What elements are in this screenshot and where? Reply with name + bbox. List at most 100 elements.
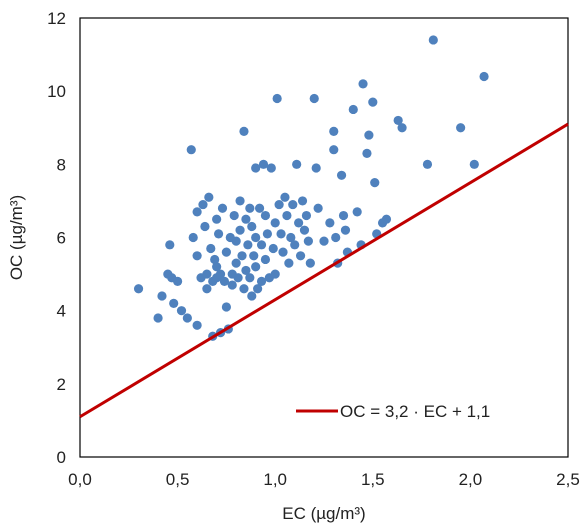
data-point bbox=[266, 163, 276, 173]
y-axis-ticks: 0 2 4 6 8 10 12 bbox=[47, 9, 66, 467]
data-point bbox=[288, 199, 298, 210]
x-tick-label: 2,5 bbox=[556, 470, 580, 489]
data-point bbox=[469, 159, 479, 169]
data-point bbox=[276, 229, 286, 239]
x-tick-label: 0,0 bbox=[68, 470, 92, 489]
data-point bbox=[212, 262, 222, 272]
data-point bbox=[235, 225, 245, 235]
data-point bbox=[229, 210, 239, 221]
data-point bbox=[301, 210, 312, 221]
data-point bbox=[233, 273, 243, 283]
data-point bbox=[192, 320, 202, 330]
x-axis-ticks: 0,0 0,5 1,0 1,5 2,0 2,5 bbox=[68, 470, 580, 489]
x-tick-label: 1,0 bbox=[263, 470, 287, 489]
data-point bbox=[247, 291, 257, 301]
data-point bbox=[294, 218, 304, 228]
data-point bbox=[176, 306, 187, 316]
data-point bbox=[358, 79, 368, 89]
data-point bbox=[479, 71, 489, 82]
data-point bbox=[329, 145, 339, 155]
data-point bbox=[325, 218, 335, 228]
y-tick-label: 6 bbox=[57, 229, 66, 248]
data-point bbox=[235, 196, 245, 206]
data-point bbox=[202, 269, 212, 279]
data-point bbox=[213, 229, 224, 239]
data-point bbox=[336, 170, 347, 180]
data-point bbox=[251, 163, 261, 173]
y-tick-label: 2 bbox=[57, 375, 66, 394]
data-point bbox=[237, 251, 247, 261]
data-point bbox=[212, 214, 222, 224]
y-tick-label: 12 bbox=[47, 9, 66, 28]
data-point bbox=[262, 229, 272, 239]
data-point bbox=[274, 199, 284, 210]
data-point bbox=[290, 240, 300, 250]
y-tick-label: 4 bbox=[57, 302, 66, 321]
data-point bbox=[280, 192, 290, 202]
data-point bbox=[169, 298, 179, 308]
data-point bbox=[200, 221, 210, 232]
data-point bbox=[182, 313, 192, 323]
data-point bbox=[245, 203, 255, 213]
data-point bbox=[456, 123, 466, 133]
data-point bbox=[338, 210, 349, 221]
data-point bbox=[278, 247, 288, 257]
data-point bbox=[305, 258, 315, 268]
data-point bbox=[254, 203, 265, 213]
data-point bbox=[340, 225, 351, 235]
data-point bbox=[133, 284, 144, 294]
regression-line bbox=[79, 122, 569, 419]
data-point bbox=[282, 210, 292, 221]
data-point bbox=[243, 240, 253, 250]
data-point bbox=[215, 269, 226, 279]
data-point bbox=[422, 159, 433, 169]
y-tick-label: 10 bbox=[47, 82, 66, 101]
data-point bbox=[428, 35, 438, 45]
data-point bbox=[188, 232, 198, 243]
data-point bbox=[231, 236, 241, 246]
plot-area-frame bbox=[79, 17, 569, 458]
data-point bbox=[270, 269, 280, 279]
data-point bbox=[352, 207, 362, 217]
y-tick-label: 8 bbox=[57, 155, 66, 174]
data-point bbox=[311, 163, 321, 173]
data-point bbox=[329, 126, 339, 137]
data-point bbox=[221, 302, 231, 312]
data-point bbox=[368, 97, 378, 107]
data-point bbox=[219, 276, 230, 286]
data-point bbox=[192, 207, 202, 217]
data-point bbox=[204, 192, 214, 202]
data-point bbox=[210, 254, 220, 265]
data-point bbox=[256, 240, 267, 250]
data-point bbox=[253, 284, 263, 294]
data-point bbox=[364, 130, 374, 140]
data-point bbox=[313, 203, 323, 213]
data-point bbox=[153, 313, 163, 323]
data-point bbox=[331, 232, 341, 243]
data-point bbox=[251, 262, 261, 272]
data-point bbox=[303, 236, 313, 246]
data-point bbox=[309, 93, 319, 104]
data-point bbox=[165, 240, 175, 250]
data-point bbox=[186, 145, 196, 155]
data-point bbox=[241, 214, 251, 224]
data-point bbox=[260, 210, 271, 221]
data-point bbox=[297, 196, 308, 206]
data-point bbox=[241, 265, 251, 276]
data-point bbox=[286, 232, 296, 243]
data-point bbox=[319, 236, 329, 246]
data-point bbox=[295, 251, 306, 261]
data-point bbox=[227, 280, 237, 290]
x-tick-label: 2,0 bbox=[459, 470, 483, 489]
data-point bbox=[272, 93, 282, 104]
data-point bbox=[397, 123, 407, 133]
data-point bbox=[393, 115, 403, 126]
legend: OC = 3,2 · EC + 1,1 bbox=[296, 402, 490, 421]
data-point bbox=[217, 203, 228, 213]
data-points bbox=[133, 35, 489, 341]
x-tick-label: 1,5 bbox=[361, 470, 385, 489]
x-tick-label: 0,5 bbox=[166, 470, 190, 489]
data-point bbox=[370, 178, 380, 188]
data-point bbox=[206, 243, 216, 254]
